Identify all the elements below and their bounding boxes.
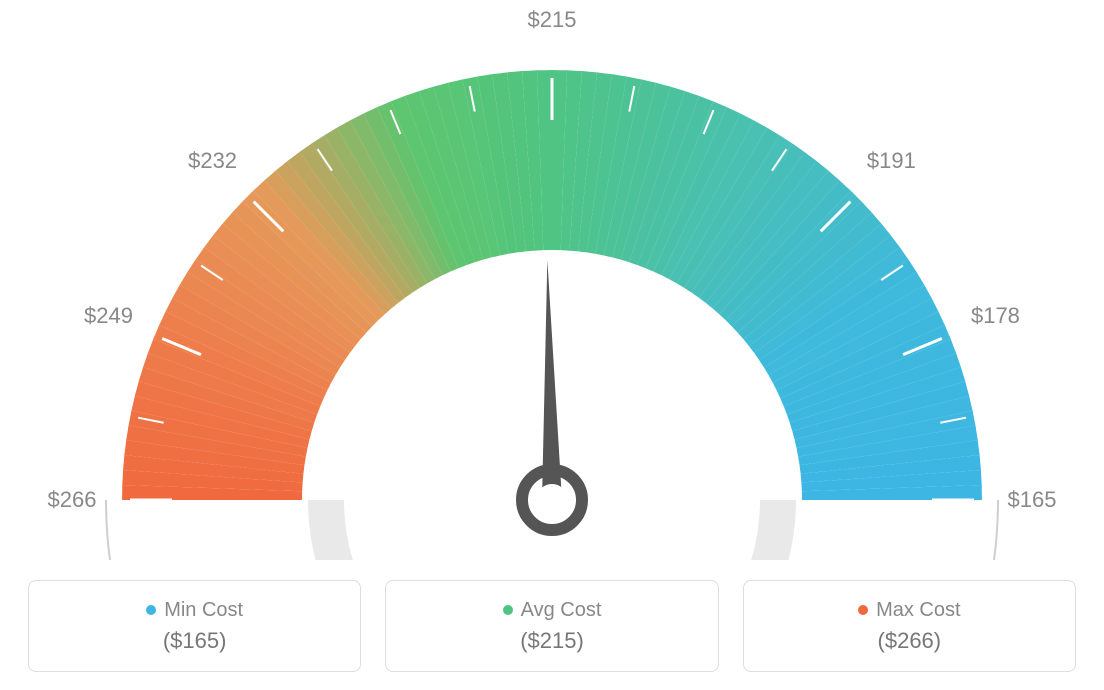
legend-top-min: Min Cost	[146, 599, 243, 622]
legend-card-avg: Avg Cost ($215)	[385, 580, 718, 672]
gauge-chart: $165 $178 $191 $215 $232 $249 $266	[0, 0, 1104, 560]
legend-value-avg: ($215)	[520, 628, 584, 654]
gauge-tick-label: $215	[528, 7, 577, 33]
legend-label-min: Min Cost	[164, 599, 243, 622]
legend-card-min: Min Cost ($165)	[28, 580, 361, 672]
gauge-tick-label: $178	[971, 303, 1020, 329]
legend-top-max: Max Cost	[858, 599, 960, 622]
legend-row: Min Cost ($165) Avg Cost ($215) Max Cost…	[0, 580, 1104, 690]
gauge-tick-label: $165	[1008, 487, 1057, 513]
gauge-svg	[0, 0, 1104, 560]
gauge-tick-label: $191	[867, 148, 916, 174]
legend-value-min: ($165)	[163, 628, 227, 654]
gauge-tick-label: $266	[48, 487, 97, 513]
legend-dot-min	[146, 605, 156, 615]
legend-card-max: Max Cost ($266)	[743, 580, 1076, 672]
legend-dot-avg	[503, 605, 513, 615]
gauge-tick-label: $249	[84, 303, 133, 329]
legend-dot-max	[858, 605, 868, 615]
legend-label-max: Max Cost	[876, 599, 960, 622]
legend-top-avg: Avg Cost	[503, 599, 602, 622]
legend-value-max: ($266)	[878, 628, 942, 654]
legend-label-avg: Avg Cost	[521, 599, 602, 622]
gauge-tick-label: $232	[188, 148, 237, 174]
